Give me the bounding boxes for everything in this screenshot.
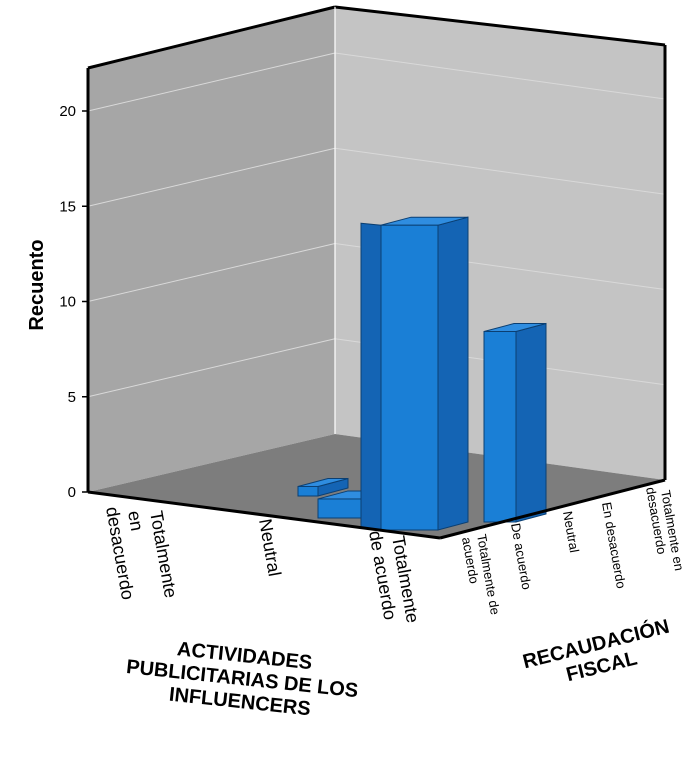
left-wall (88, 7, 335, 492)
x-category-neutral: Neutral (255, 517, 285, 578)
gridline (334, 52, 666, 100)
gridline (87, 243, 336, 302)
y-tick-label: 5 (68, 389, 76, 406)
x-axis-title: ACTIVIDADES PUBLICITARIAS DE LOS INFLUEN… (125, 638, 359, 720)
bar (297, 477, 349, 497)
bar-left-face (360, 222, 382, 531)
depth-category-totalmente-acuerdo: Totalmente de acuerdo (459, 533, 503, 616)
bars (297, 216, 547, 531)
y-tick-label: 0 (68, 484, 76, 501)
frame-edges (86, 5, 667, 540)
x-category-label: Totalmente (146, 509, 181, 599)
depth-category-totalmente-desacuerdo: Totalmente en desacuerdo (643, 486, 687, 572)
gridline (334, 147, 666, 195)
bar-front-face (297, 485, 319, 497)
bar (360, 216, 469, 531)
bar (483, 322, 547, 523)
gridline (87, 147, 336, 207)
bar-front-face (483, 331, 517, 523)
depth-category-label: Neutral (560, 510, 582, 554)
depth-axis-title: RECAUDACIÓN FISCAL (520, 614, 671, 686)
y-tick-label: 15 (59, 198, 76, 215)
y-axis-ticks: 0 5 10 15 20 (59, 103, 88, 501)
y-axis-label: Recuento (26, 239, 48, 330)
bar-side-face (515, 322, 547, 523)
depth-category-label: De acuerdo (508, 522, 534, 591)
y-tick-label: 20 (59, 103, 76, 120)
y-tick-label: 10 (59, 294, 76, 311)
bar-front-face (380, 224, 439, 531)
gridline (87, 338, 336, 398)
x-category-label: Neutral (255, 517, 285, 578)
x-category-totalmente-acuerdo: Totalmente de acuerdo (365, 529, 423, 624)
bar-side-face (437, 216, 469, 531)
gridline (87, 52, 336, 112)
x-category-label: en (124, 509, 147, 532)
depth-category-label: En desacuerdo (599, 501, 629, 590)
x-category-totalmente-desacuerdo: Totalmente en desacuerdo (102, 505, 181, 601)
